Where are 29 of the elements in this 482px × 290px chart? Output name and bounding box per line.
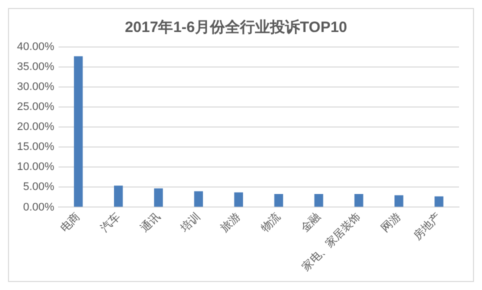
bar (354, 194, 364, 207)
y-tick-label: 30.00% (16, 81, 55, 94)
x-tick-label: 培训 (177, 210, 203, 236)
y-tick-label: 35.00% (16, 61, 55, 74)
bar (114, 186, 123, 207)
x-tick-label: 旅游 (218, 210, 243, 235)
bar (194, 191, 203, 207)
x-tick-label: 通讯 (138, 210, 163, 235)
x-tick-label: 物流 (258, 210, 283, 235)
x-tick-label: 电商 (58, 210, 83, 235)
y-tick-label: 20.00% (16, 121, 55, 134)
x-tick-label: 房地产 (410, 210, 444, 242)
y-tick-label: 5.00% (23, 181, 55, 194)
bar (394, 195, 404, 207)
y-tick-label: 15.00% (16, 141, 55, 154)
y-tick-label: 10.00% (16, 161, 55, 174)
y-tick-label: 25.00% (16, 101, 55, 114)
x-tick-label: 汽车 (98, 210, 123, 235)
bar (234, 192, 244, 207)
y-tick-label: 40.00% (16, 41, 55, 54)
bar (314, 194, 324, 207)
bar (74, 56, 83, 207)
chart-title: 2017年1-6月份全行业投诉TOP10 (124, 19, 348, 36)
y-tick-label: 0.00% (23, 201, 55, 214)
bar (274, 194, 284, 207)
x-tick-label: 网游 (379, 210, 404, 235)
bar (434, 196, 444, 207)
bar (154, 188, 163, 207)
x-tick-label: 金融 (298, 210, 324, 235)
